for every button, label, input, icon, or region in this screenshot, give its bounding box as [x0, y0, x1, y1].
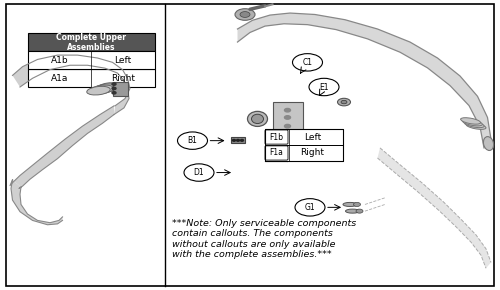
Polygon shape [12, 55, 130, 115]
Circle shape [184, 164, 214, 181]
Circle shape [236, 139, 240, 141]
Bar [28, 51, 155, 69]
Polygon shape [11, 180, 63, 225]
Text: ***Note: Only serviceable components
contain callouts. The components
without ca: ***Note: Only serviceable components con… [172, 219, 357, 259]
Text: A1b: A1b [50, 56, 68, 65]
Ellipse shape [460, 118, 480, 124]
Circle shape [309, 78, 339, 96]
Circle shape [112, 83, 116, 85]
Text: G1: G1 [304, 203, 316, 212]
Circle shape [356, 209, 363, 213]
Circle shape [284, 116, 290, 119]
Bar [265, 129, 342, 161]
Ellipse shape [98, 83, 120, 91]
Polygon shape [378, 148, 491, 268]
FancyBboxPatch shape [265, 130, 288, 144]
Circle shape [354, 202, 360, 206]
Circle shape [295, 199, 325, 216]
Text: F1a: F1a [270, 148, 283, 157]
Ellipse shape [252, 114, 264, 124]
Text: Right: Right [111, 74, 135, 83]
Bar [28, 69, 155, 87]
Ellipse shape [464, 121, 484, 128]
Ellipse shape [94, 84, 117, 93]
Bar [28, 33, 155, 51]
Bar [265, 145, 342, 161]
Ellipse shape [462, 119, 482, 126]
Bar [112, 82, 128, 96]
Bar [265, 129, 342, 145]
Bar [231, 137, 245, 143]
Polygon shape [238, 13, 491, 148]
Ellipse shape [466, 123, 486, 129]
Text: F1b: F1b [270, 133, 283, 142]
Text: B1: B1 [188, 136, 198, 145]
Ellipse shape [248, 111, 268, 126]
Circle shape [235, 9, 255, 20]
Circle shape [112, 87, 116, 90]
Ellipse shape [343, 202, 357, 206]
Circle shape [284, 108, 290, 112]
Ellipse shape [484, 137, 494, 151]
Text: E1: E1 [320, 82, 329, 92]
Text: D1: D1 [194, 168, 204, 177]
Circle shape [284, 124, 290, 128]
Circle shape [284, 133, 290, 137]
Circle shape [292, 54, 322, 71]
Circle shape [240, 12, 250, 17]
Text: Left: Left [114, 56, 132, 65]
Circle shape [178, 132, 208, 149]
Ellipse shape [90, 85, 114, 94]
Ellipse shape [87, 86, 110, 95]
Ellipse shape [346, 209, 360, 213]
FancyBboxPatch shape [265, 146, 288, 160]
Text: Right: Right [300, 148, 324, 157]
Text: Complete Upper
Assemblies: Complete Upper Assemblies [56, 32, 126, 52]
Text: C1: C1 [302, 58, 312, 67]
Text: Left: Left [304, 133, 321, 142]
Bar [272, 102, 302, 142]
Circle shape [232, 139, 235, 141]
Text: A1a: A1a [50, 74, 68, 83]
Polygon shape [10, 106, 114, 188]
Circle shape [112, 92, 116, 94]
Circle shape [240, 139, 244, 141]
Circle shape [338, 98, 350, 106]
Circle shape [341, 100, 347, 104]
